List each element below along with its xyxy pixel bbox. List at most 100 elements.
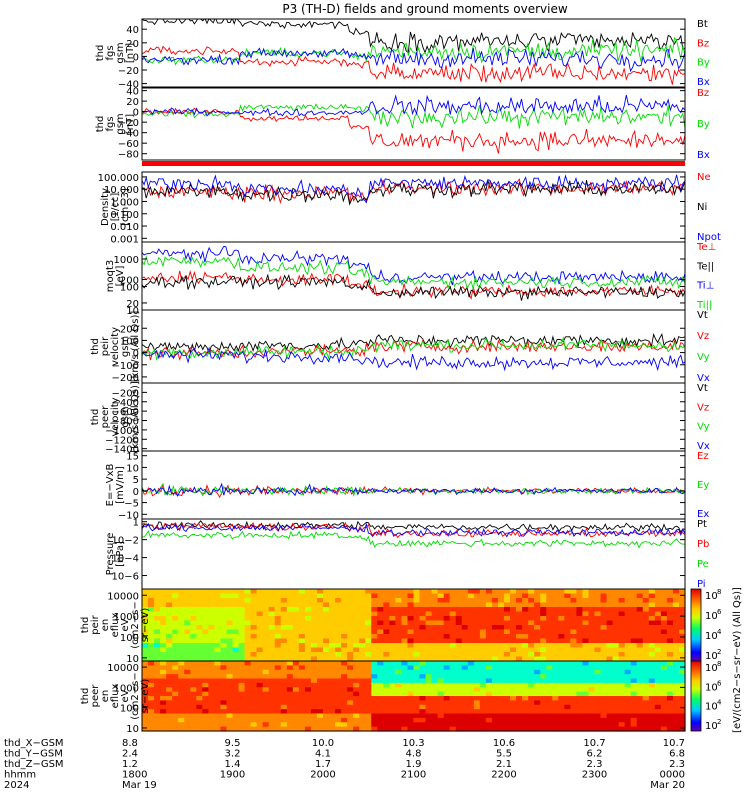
spectrogram-cell bbox=[280, 589, 288, 595]
spectrogram-cell bbox=[377, 620, 384, 626]
legend-entry-Ti⊥: Ti⊥ bbox=[696, 281, 714, 292]
spectrogram-cell bbox=[455, 682, 463, 688]
spectrogram-cell bbox=[437, 678, 445, 684]
spectrogram-cell bbox=[582, 687, 590, 693]
spectrogram-cell bbox=[292, 647, 300, 653]
y-axis-label-line: fgs bbox=[105, 116, 116, 131]
spectrogram-cell bbox=[323, 726, 330, 732]
spectrogram-cell bbox=[250, 661, 258, 666]
spectrogram-cell bbox=[467, 602, 475, 608]
spectrogram-cell bbox=[148, 634, 155, 640]
spectrogram-cell bbox=[190, 709, 197, 715]
spectrogram-cell bbox=[353, 713, 360, 719]
spectrogram-cell bbox=[353, 669, 360, 675]
spectrogram-cell bbox=[510, 634, 517, 640]
spectrogram-cell bbox=[401, 593, 409, 599]
spectrogram-cell bbox=[576, 638, 584, 644]
spectrogram-cell bbox=[142, 665, 149, 671]
spectrogram-cell bbox=[594, 661, 602, 666]
spectrogram-cell bbox=[467, 700, 475, 706]
spectrogram-cell bbox=[160, 669, 167, 675]
spectrogram-cell bbox=[160, 696, 167, 701]
spectrogram-cell bbox=[323, 691, 330, 697]
legend-entry-Pb: Pb bbox=[697, 539, 709, 550]
spectrogram-cell bbox=[443, 643, 451, 649]
spectrogram-cell bbox=[425, 717, 433, 723]
spectrogram-cell bbox=[570, 678, 577, 684]
spectrogram-cell bbox=[491, 700, 499, 706]
spectrogram-cell bbox=[570, 722, 577, 728]
spectrogram-cell bbox=[479, 607, 487, 613]
spectrogram-cell bbox=[347, 625, 354, 631]
spectrogram-cell bbox=[660, 678, 668, 684]
spectrogram-cell bbox=[449, 593, 457, 599]
spectrogram-cell bbox=[594, 726, 602, 732]
spectrogram-cell bbox=[148, 638, 155, 644]
spectrogram-cell bbox=[310, 593, 318, 599]
mode-bar bbox=[142, 161, 685, 166]
spectrogram-cell bbox=[172, 643, 179, 649]
spectrogram-cell bbox=[425, 602, 433, 608]
spectrogram-cell bbox=[166, 607, 173, 613]
spectrogram-cell bbox=[172, 726, 179, 732]
spectrogram-cell bbox=[292, 593, 300, 599]
spectrogram-cell bbox=[220, 602, 228, 608]
spectrogram-cell bbox=[672, 713, 680, 719]
spectrogram-cell bbox=[286, 687, 294, 693]
spectrogram-cell bbox=[431, 616, 439, 622]
spectrogram-cell bbox=[570, 611, 577, 617]
spectrogram-cell bbox=[516, 616, 523, 622]
spectrogram-cell bbox=[401, 634, 409, 640]
spectrogram-cell bbox=[232, 717, 240, 723]
spectrogram-cell bbox=[467, 726, 475, 732]
spectrogram-cell bbox=[286, 643, 294, 649]
spectrogram-cell bbox=[148, 674, 155, 680]
spectrogram-cell bbox=[431, 696, 439, 701]
spectrogram-cell bbox=[522, 643, 529, 649]
spectrogram-cell bbox=[250, 678, 258, 684]
spectrogram-cell bbox=[504, 696, 511, 701]
spectrogram-cell bbox=[383, 696, 390, 701]
spectrogram-cell bbox=[660, 625, 668, 631]
spectrogram-cell bbox=[154, 700, 161, 706]
spectrogram-cell bbox=[461, 616, 469, 622]
spectrogram-cell bbox=[413, 709, 421, 715]
spectrogram-cell bbox=[419, 598, 427, 604]
spectrogram-cell bbox=[178, 674, 185, 680]
spectrogram-cell bbox=[353, 607, 360, 613]
panel-frame bbox=[141, 382, 686, 452]
spectrogram-cell bbox=[202, 652, 209, 658]
spectrogram-cell bbox=[648, 687, 656, 693]
y-tick-label: 10 bbox=[126, 724, 139, 735]
spectrogram-cell bbox=[672, 625, 680, 631]
spectrogram-cell bbox=[280, 602, 288, 608]
spectrogram-cell bbox=[166, 700, 173, 706]
spectrogram-cell bbox=[467, 704, 475, 710]
spectrogram-cell bbox=[232, 634, 240, 640]
spectrogram-cell bbox=[660, 713, 668, 719]
spectrogram-cell bbox=[298, 717, 306, 723]
spectrogram-cell bbox=[594, 709, 602, 715]
spectrogram-cell bbox=[570, 616, 577, 622]
spectrogram-cell bbox=[672, 691, 680, 697]
spectrogram-cell bbox=[678, 620, 686, 626]
spectrogram-cell bbox=[660, 669, 668, 675]
spectrogram-cell bbox=[304, 709, 312, 715]
spectrogram-cell bbox=[672, 589, 680, 595]
spectrogram-cell bbox=[666, 665, 674, 671]
spectrogram-cell bbox=[618, 713, 626, 719]
spectrogram-cell bbox=[407, 602, 415, 608]
spectrogram-cell bbox=[612, 629, 620, 635]
spectrogram-cell bbox=[642, 665, 650, 671]
spectrogram-cell bbox=[371, 709, 378, 715]
spectrogram-cell bbox=[238, 589, 246, 595]
spectrogram-cell bbox=[304, 629, 312, 635]
y-tick-label: 100 bbox=[120, 633, 139, 644]
spectrogram-cell bbox=[154, 602, 161, 608]
spectrogram-cell bbox=[540, 704, 547, 710]
spectrogram-cell bbox=[365, 709, 372, 715]
spectrogram-cell bbox=[576, 661, 584, 666]
spectrogram-cell bbox=[172, 616, 179, 622]
spectrogram-cell bbox=[220, 598, 228, 604]
spectrogram-cell bbox=[648, 678, 656, 684]
